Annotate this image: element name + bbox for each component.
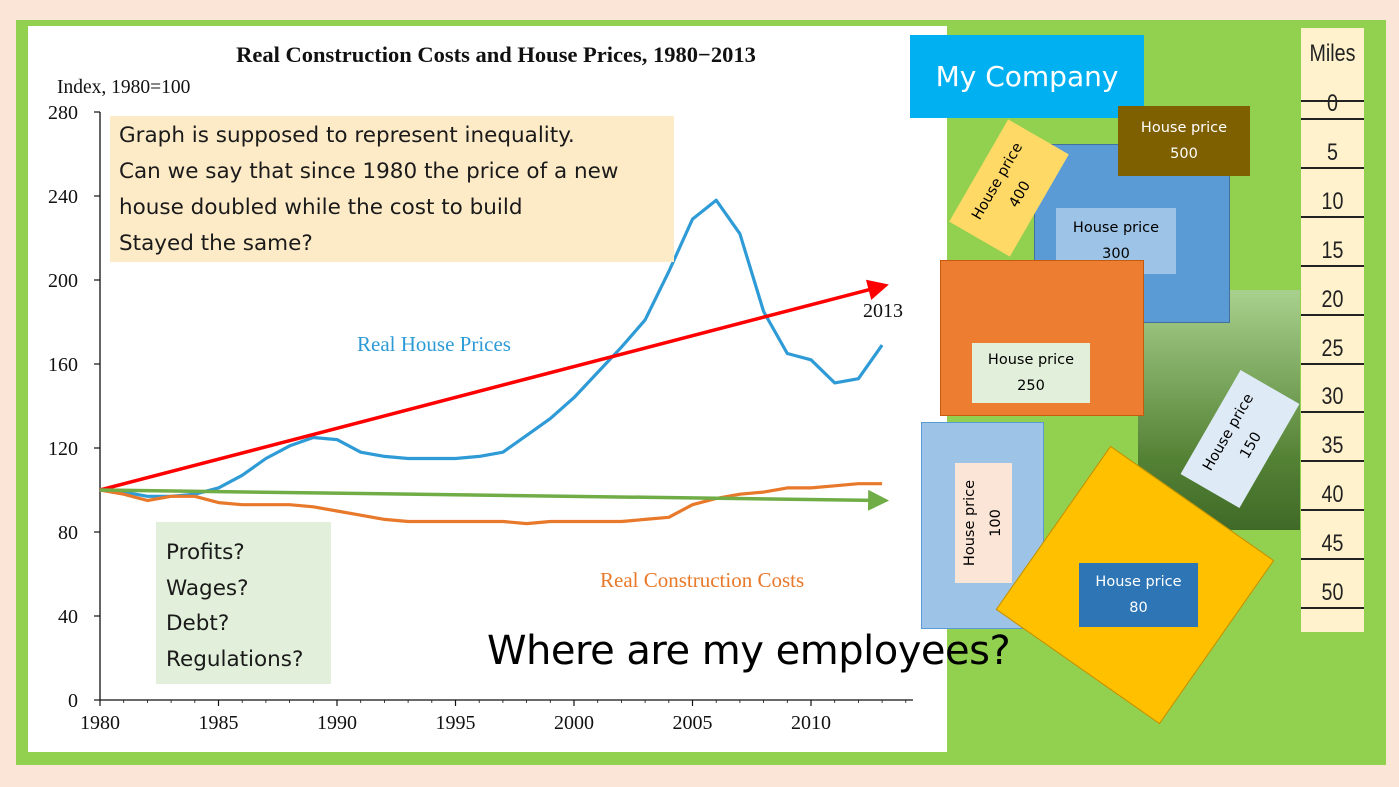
green-trend-arrow	[99, 488, 890, 511]
chart-ticks: 0 40 80 120 160 200 240 280 1980 1985 1990 1995 2000…	[48, 102, 907, 734]
series-construction-costs	[99, 482, 883, 526]
annotation-2013: 2013	[863, 300, 903, 322]
y-tick-label: 40	[58, 606, 78, 628]
red-trend-arrow	[99, 279, 889, 492]
house-label: House price	[962, 479, 979, 567]
miles-divider	[1301, 118, 1364, 120]
miles-value: 50	[1321, 579, 1344, 606]
miles-header: Miles	[1309, 40, 1356, 67]
house-price-value: 250	[1017, 378, 1045, 394]
x-tick-label: 1985	[199, 712, 239, 734]
house-block-100-inner: House price 100	[955, 463, 1012, 583]
x-tick-label: 2010	[791, 712, 831, 734]
miles-value: 10	[1321, 187, 1344, 215]
house-label: House price	[987, 352, 1075, 368]
house-block-500: House price 500	[1118, 106, 1250, 176]
miles-value: 5	[1327, 138, 1338, 166]
house-label: House price	[1095, 574, 1182, 590]
y-tick-label: 200	[48, 270, 78, 292]
question-line: Stayed the same?	[119, 231, 313, 256]
miles-value: 0	[1327, 90, 1338, 117]
miles-value: 15	[1321, 236, 1344, 264]
miles-divider	[1301, 362, 1364, 365]
factor-item: Debt?	[166, 611, 230, 636]
factor-item: Regulations?	[166, 646, 304, 672]
house-price-value: 500	[1170, 146, 1198, 162]
miles-value: 20	[1321, 285, 1344, 313]
factor-item: Profits?	[166, 540, 245, 565]
miles-divider	[1301, 313, 1364, 316]
chart-arrows	[99, 279, 890, 511]
x-tick-label: 2000	[554, 712, 594, 734]
house-price-value: 300	[1102, 246, 1130, 262]
employees-question: Where are my employees?	[487, 628, 1011, 674]
chart-series	[99, 198, 884, 526]
x-tick-label: 1990	[317, 712, 357, 734]
miles-value: 25	[1321, 334, 1344, 362]
company-label: My Company	[935, 60, 1119, 93]
miles-divider	[1301, 215, 1364, 218]
y-tick-label: 280	[48, 102, 78, 124]
miles-divider	[1301, 166, 1364, 169]
question-line: house doubled while the cost to build	[119, 195, 523, 220]
factor-item: Wages?	[166, 575, 249, 601]
question-line: Graph is supposed to represent inequalit…	[119, 123, 575, 148]
miles-divider	[1301, 509, 1364, 512]
y-tick-label: 80	[58, 522, 78, 544]
house-price-value: 100	[988, 509, 1005, 537]
x-tick-label: 1980	[80, 712, 120, 734]
factors-callout: Profits? Wages? Debt? Regulations?	[156, 522, 331, 684]
miles-value: 45	[1321, 530, 1344, 558]
miles-divider	[1301, 100, 1364, 102]
my-company-box: My Company	[910, 35, 1144, 118]
miles-divider	[1301, 558, 1364, 561]
y-tick-label: 240	[48, 186, 78, 208]
question-line: Can we say that since 1980 the price of …	[119, 159, 619, 184]
series-label-house-prices: Real House Prices	[357, 332, 511, 356]
house-label: House price	[1072, 220, 1160, 236]
miles-divider	[1301, 460, 1364, 463]
chart-axes	[99, 112, 913, 701]
x-tick-label: 1995	[436, 712, 476, 734]
y-tick-label: 0	[68, 690, 78, 712]
x-tick-label: 2005	[673, 712, 713, 734]
series-house-prices	[99, 198, 884, 498]
y-tick-label: 120	[48, 438, 78, 460]
miles-value: 35	[1321, 432, 1344, 460]
y-axis-label: Index, 1980=100	[57, 77, 190, 98]
house-label: House price	[1140, 120, 1228, 136]
chart-title: Real Construction Costs and House Prices…	[236, 42, 756, 67]
house-price-value: 80	[1129, 600, 1148, 616]
miles-divider	[1301, 411, 1364, 414]
miles-value: 40	[1321, 481, 1344, 509]
house-block-250: House price 250	[940, 260, 1144, 416]
series-label-construction-costs: Real Construction Costs	[600, 568, 804, 592]
miles-divider	[1301, 264, 1364, 267]
miles-scale: Miles 0 5 10 15 20 25 30 35 40 45 50	[1301, 28, 1364, 632]
house-block-250-inner: House price 250	[972, 343, 1090, 403]
house-block-80-inner: House price 80	[1079, 563, 1198, 627]
miles-divider	[1301, 607, 1364, 609]
inequality-question-callout: Graph is supposed to represent inequalit…	[110, 116, 674, 262]
miles-value: 30	[1321, 383, 1344, 411]
y-tick-label: 160	[48, 354, 78, 376]
